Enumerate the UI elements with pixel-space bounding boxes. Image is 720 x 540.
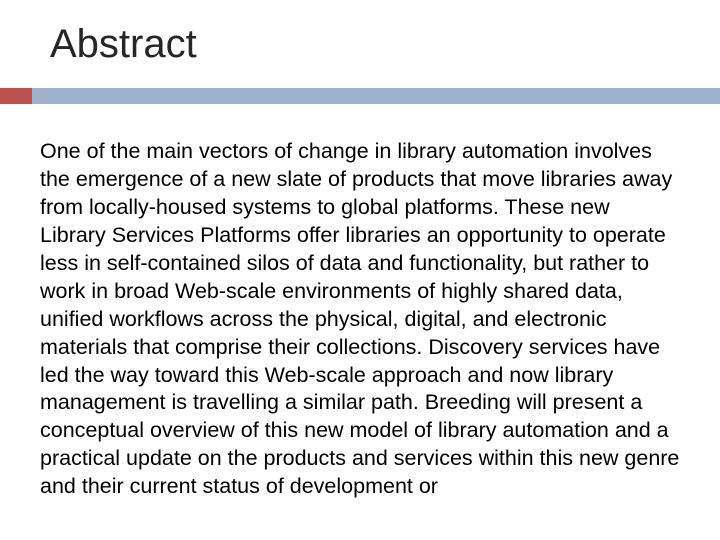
divider-accent: [0, 88, 32, 104]
abstract-body: One of the main vectors of change in lib…: [40, 138, 680, 501]
divider-bar: [0, 88, 720, 104]
slide: Abstract One of the main vectors of chan…: [0, 0, 720, 540]
slide-title: Abstract: [50, 22, 197, 67]
divider-main: [32, 88, 720, 104]
